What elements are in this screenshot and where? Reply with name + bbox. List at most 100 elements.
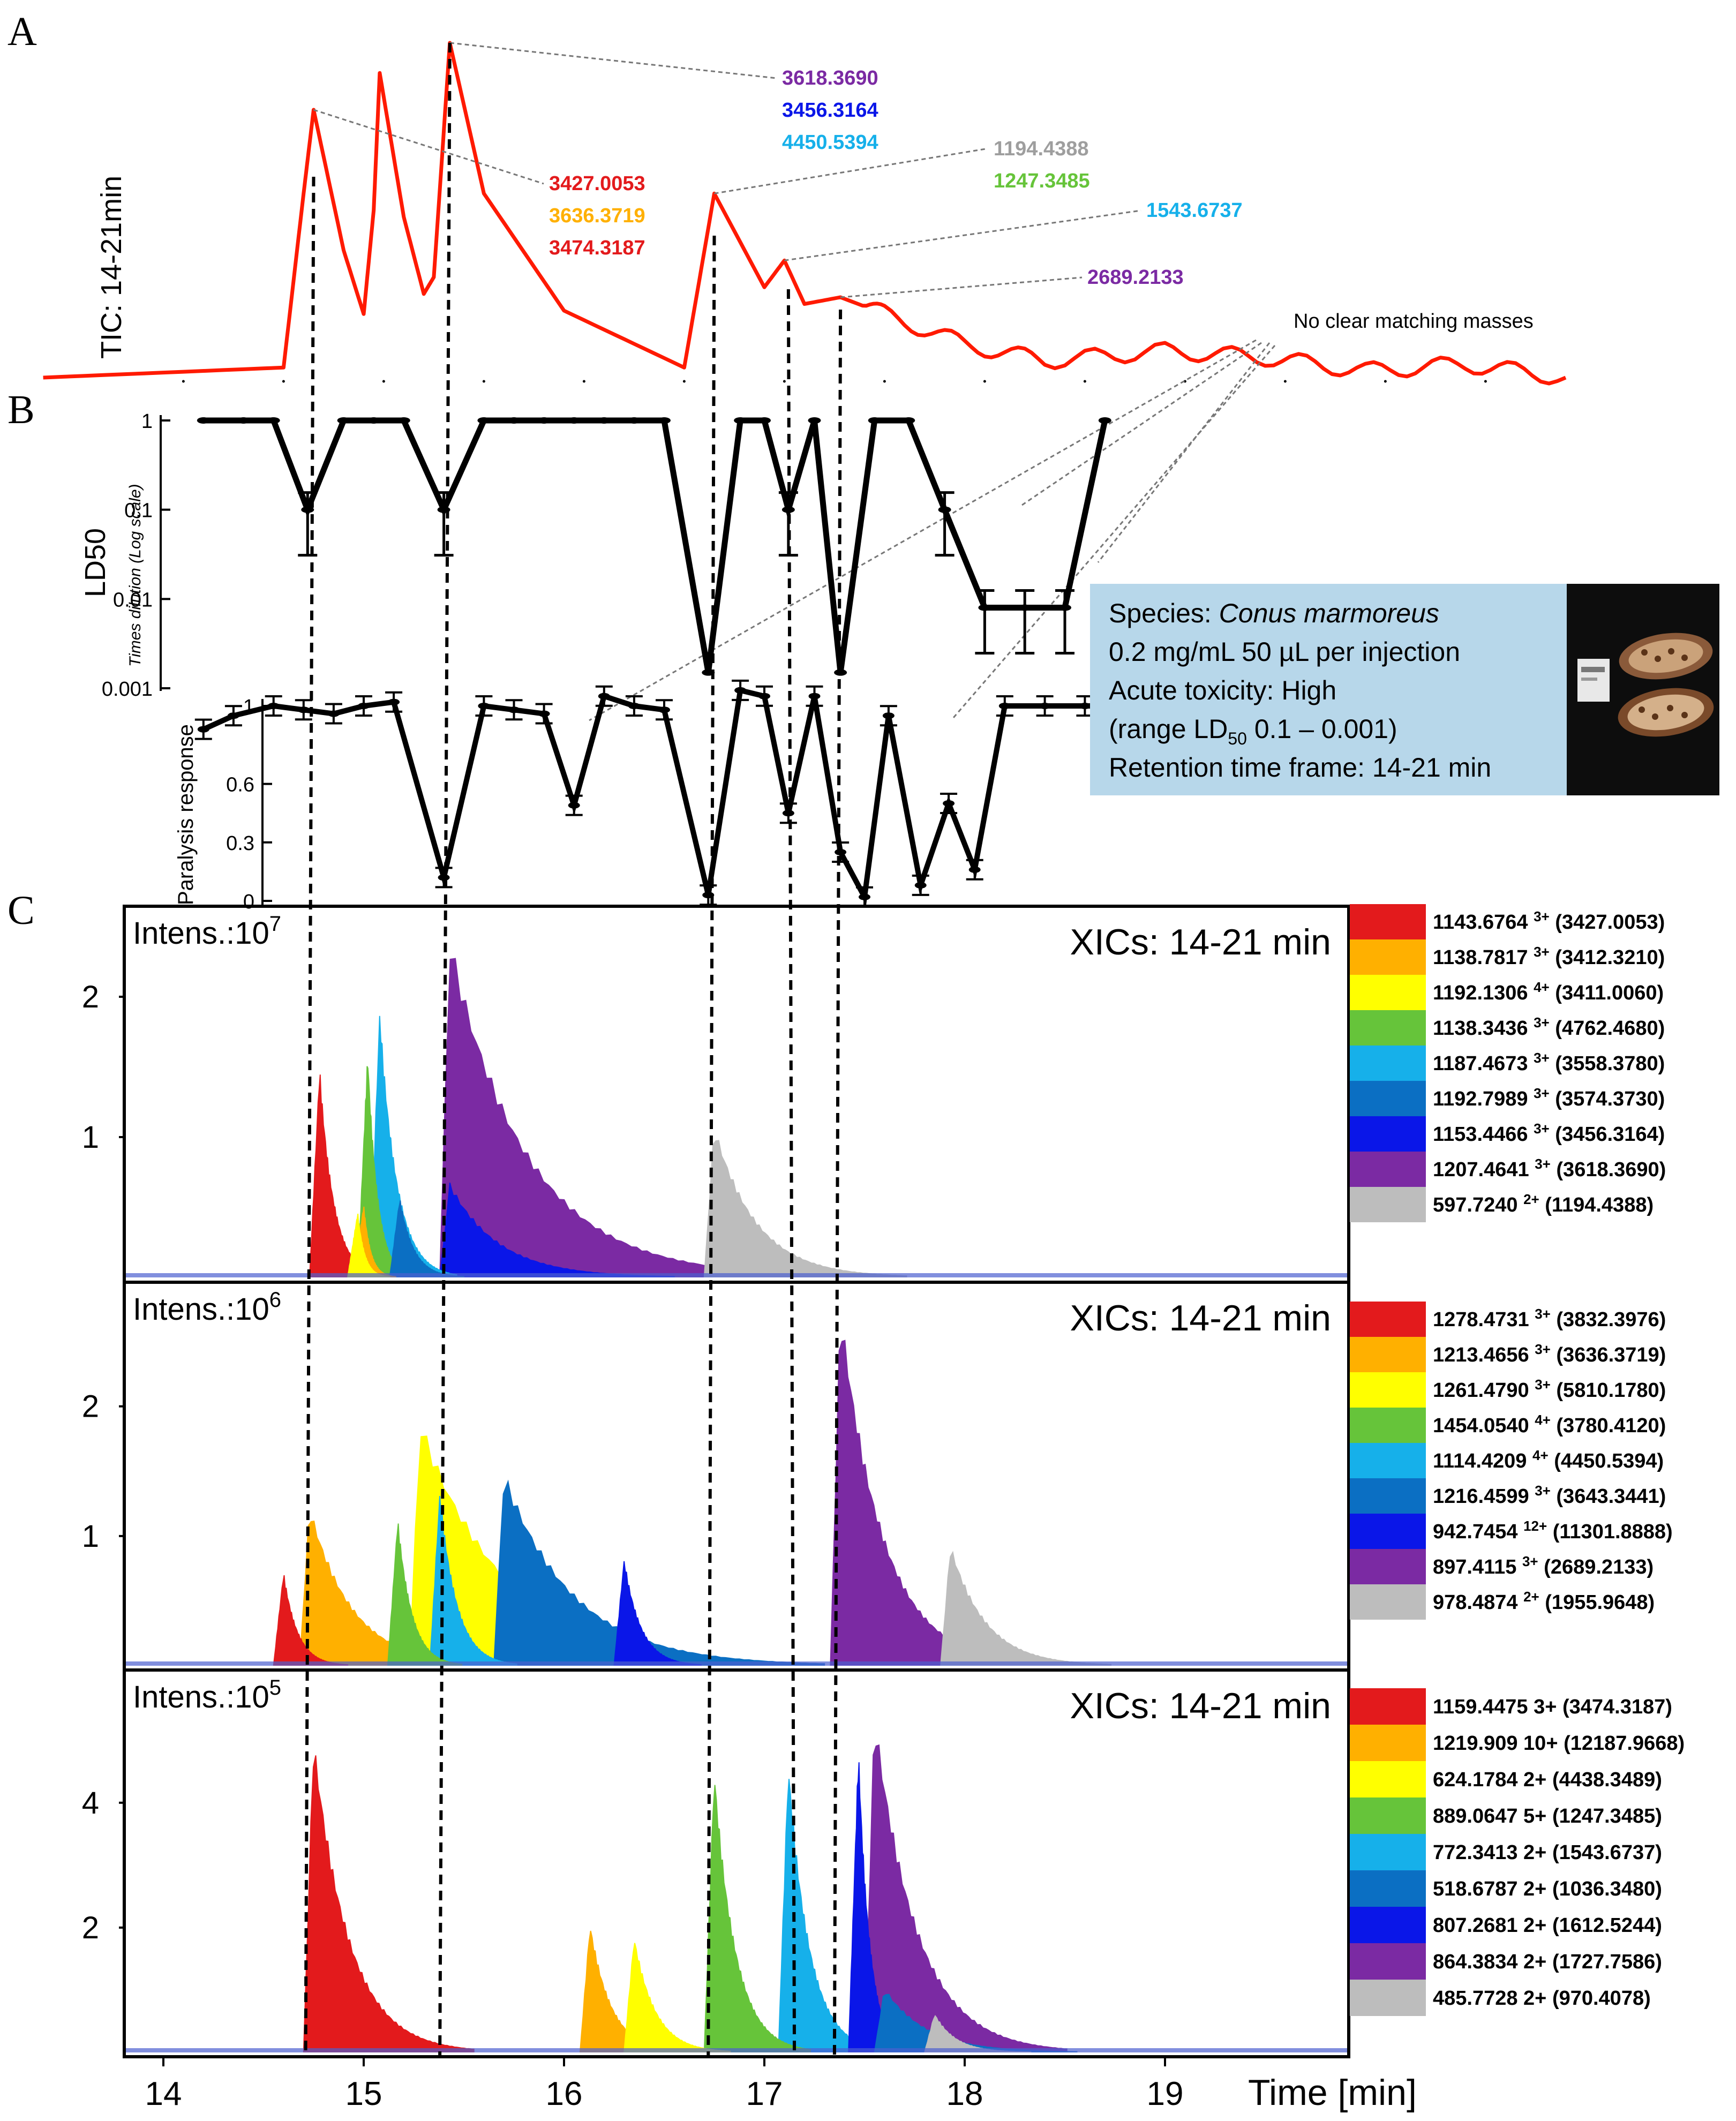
dashed-guide (304, 176, 315, 2057)
xic-y-tick-label: 2 (82, 1389, 99, 1424)
legend-entry: 807.2681 2+ (1612.5244) (1433, 1914, 1662, 1937)
legend-swatch (1350, 1372, 1426, 1408)
dashed-guide (707, 235, 716, 2057)
ld50-line (203, 417, 1108, 673)
xic-panel-3: 42 (82, 1744, 1347, 2052)
dashed-guide (438, 42, 452, 2057)
paralysis-axis-label: Paralysis response (174, 724, 198, 905)
time-tick-label: 17 (746, 2075, 783, 2112)
ld50-point (868, 417, 881, 424)
ld50-point (237, 417, 250, 424)
legend-entry: 1216.4599 3+ (3643.3441) (1433, 1483, 1666, 1508)
legend-entry: 1454.0540 4+ (3780.4120) (1433, 1412, 1666, 1437)
paralysis-plot (194, 679, 1174, 908)
baseline-dot (282, 380, 285, 383)
ld50-point (367, 417, 380, 424)
ld50-point (197, 417, 210, 424)
paralysis-tick-label: 0.3 (226, 832, 254, 855)
legend-swatch (1350, 1797, 1426, 1834)
legend-swatch (1350, 1302, 1426, 1337)
legend-swatch (1350, 1187, 1426, 1222)
tic-axis-label: TIC: 14-21min (95, 176, 127, 359)
info-retention: Retention time frame: 14-21 min (1109, 753, 1491, 783)
legend-entry: 1138.3436 3+ (4762.4680) (1433, 1014, 1665, 1040)
no-match-leader (1020, 342, 1262, 507)
legend-entry: 1114.4209 4+ (4450.5394) (1433, 1447, 1664, 1472)
info-species: Species: Conus marmoreus (1109, 598, 1439, 628)
time-tick-label: 18 (946, 2075, 983, 2112)
legend-entry: 624.1784 2+ (4438.3489) (1433, 1769, 1662, 1791)
info-range: (range LD50 0.1 – 0.001) (1109, 714, 1397, 748)
xic-panels: 21 21 42 Intens.:107 XICs: 14-21 minInten… (82, 904, 1685, 2113)
legend-entry: 1207.4641 3+ (3618.3690) (1433, 1156, 1666, 1181)
no-match-leader (1097, 342, 1271, 563)
baseline-dot (482, 380, 485, 383)
mass-annotation: 4450.5394 (782, 131, 878, 154)
xic-intensity-label: Intens.:107 (133, 912, 281, 951)
annotation-leader (784, 209, 1141, 261)
legend-swatch (1350, 1478, 1426, 1514)
xic-peak (303, 1755, 475, 2052)
panel-letter-b: B (7, 387, 35, 432)
xic-intensity-label: Intens.:106 (133, 1288, 281, 1327)
ld50-ticks: 1 0.1 0.01 0.001 (102, 410, 170, 701)
baseline-dot (182, 380, 185, 383)
xic-legends: 1143.6764 3+ (3427.0053) 1138.7817 3+ (34… (1350, 904, 1685, 2016)
ld50-point (597, 417, 611, 424)
baseline-dot (983, 380, 986, 383)
baseline-dot (1083, 380, 1086, 383)
xic-peak (863, 1744, 1068, 2052)
xic-intensity-label: Intens.:105 (133, 1676, 281, 1714)
cone-shell-photo (1567, 584, 1719, 795)
ld50-point (1098, 417, 1111, 424)
legend-swatch (1350, 1943, 1426, 1980)
legend-swatch (1350, 1116, 1426, 1152)
baseline-dot (1484, 380, 1487, 383)
legend-swatch (1350, 975, 1426, 1010)
time-tick-label: 16 (546, 2075, 583, 2112)
ld50-point (902, 417, 915, 424)
legend-entry: 1213.4656 3+ (3636.3719) (1433, 1341, 1666, 1366)
legend-entry: 1219.909 10+ (12187.9668) (1433, 1732, 1685, 1755)
legend-entry: 485.7728 2+ (970.4078) (1433, 1987, 1651, 2010)
legend-swatch (1350, 1337, 1426, 1372)
legend-swatch (1350, 1152, 1426, 1187)
legend-swatch (1350, 1980, 1426, 2016)
legend-entry: 597.7240 2+ (1194.4388) (1433, 1191, 1654, 1216)
xic-y-tick-label: 2 (82, 980, 99, 1014)
mass-annotation: 3456.3164 (782, 99, 878, 122)
xic-headers: Intens.:107 XICs: 14-21 min Intens.:106 XIC… (133, 912, 1331, 1726)
legend-swatch (1350, 1443, 1426, 1478)
time-axis: 14 15 16 17 18 19 Time [min] (145, 2057, 1417, 2113)
legend-entry: 889.0647 5+ (1247.3485) (1433, 1805, 1662, 1827)
legend-entry: 1192.1306 4+ (3411.0060) (1433, 979, 1664, 1004)
ld50-point (337, 417, 350, 424)
xic-y-tick-label: 2 (82, 1911, 99, 1945)
tic-trace (43, 41, 1567, 386)
baseline-dot (1283, 380, 1287, 383)
xic-y-tick-label: 1 (82, 1120, 99, 1155)
legend-swatch (1350, 1761, 1426, 1797)
legend-swatch (1350, 1584, 1426, 1620)
ld50-point (267, 417, 280, 424)
legend-swatch (1350, 1081, 1426, 1116)
xic-baseline (126, 1661, 1347, 1666)
xic-baseline (126, 2048, 1347, 2052)
dashed-guide (786, 289, 796, 2057)
xic-panel-1: 21 (82, 958, 1347, 1277)
xic-y-tick-label: 4 (82, 1786, 99, 1821)
legend-swatch (1350, 1010, 1426, 1046)
no-match-leader (589, 339, 1257, 721)
ld50-point (758, 417, 771, 424)
legend-swatch (1350, 939, 1426, 975)
legend-entry: 1192.7989 3+ (3574.3730) (1433, 1085, 1665, 1110)
ld50-point (567, 417, 581, 424)
paralysis-tick-label: 0.6 (226, 774, 254, 796)
ld50-point (477, 417, 491, 424)
baseline-dot (883, 380, 886, 383)
mass-annotation: 1194.4388 (994, 138, 1089, 160)
annotation-leader (714, 148, 986, 194)
mass-annotation: 1247.3485 (994, 170, 1090, 192)
species-info-box: Species: Conus marmoreus 0.2 mg/mL 50 µL… (1090, 584, 1719, 795)
ld50-tick-label: 0.001 (102, 678, 153, 701)
